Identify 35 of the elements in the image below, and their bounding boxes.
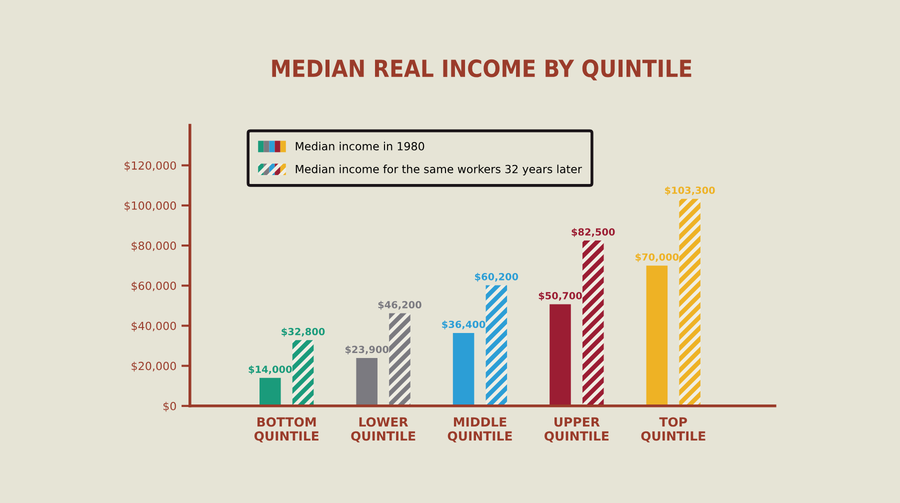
bar <box>292 340 314 406</box>
x-tick-label: UPPER QUINTILE <box>544 417 609 442</box>
y-tick-label: $120,000 <box>124 161 176 172</box>
bar <box>486 285 508 406</box>
data-label: $23,900 <box>345 346 389 354</box>
y-tick-label: $100,000 <box>124 201 176 212</box>
bar <box>389 313 410 406</box>
legend-label: Median income in 1980 <box>296 142 424 150</box>
data-label: $46,200 <box>378 300 422 310</box>
data-label: $82,500 <box>572 228 615 237</box>
bar <box>679 198 700 406</box>
data-label: $103,300 <box>665 186 715 196</box>
bar <box>646 266 668 406</box>
data-label: $36,400 <box>442 320 486 330</box>
bar <box>452 332 474 406</box>
data-label: $70,000 <box>636 253 679 262</box>
data-label: $60,200 <box>475 272 518 282</box>
x-tick-label: TOP QUINTILE <box>641 417 706 442</box>
data-label: $50,700 <box>538 292 582 301</box>
x-tick-label: MIDDLE QUINTILE <box>448 417 512 442</box>
data-label: $14,000 <box>248 365 292 374</box>
bar <box>582 240 604 406</box>
y-tick-label: $40,000 <box>132 322 176 332</box>
bar <box>260 378 281 406</box>
y-tick-label: $60,000 <box>132 281 176 292</box>
y-tick-label: $0 <box>163 402 176 412</box>
y-tick-label: $20,000 <box>132 362 176 372</box>
bar <box>356 358 378 406</box>
data-label: $32,800 <box>282 328 325 337</box>
x-tick-label: LOWER QUINTILE <box>351 417 416 442</box>
bar <box>550 304 571 406</box>
x-tick-label: BOTTOM QUINTILE <box>254 417 318 442</box>
y-tick-label: $80,000 <box>132 241 176 252</box>
chart-title: MEDIAN REAL INCOME BY QUINTILE <box>272 59 692 80</box>
legend-label: Median income for the same workers 32 years later <box>296 164 582 176</box>
